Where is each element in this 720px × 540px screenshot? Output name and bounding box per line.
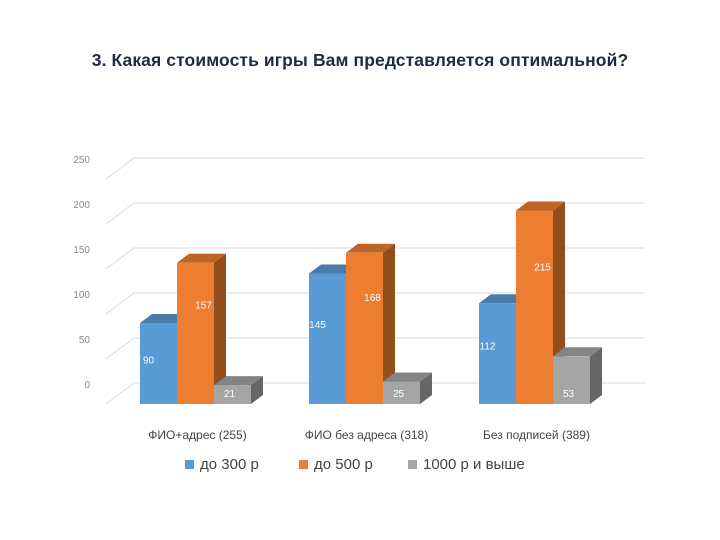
- bar-side: [420, 372, 432, 404]
- bar-front: [140, 323, 177, 404]
- bar-front: [516, 210, 553, 404]
- bar: [346, 243, 395, 404]
- gridline-diagonal: [105, 337, 135, 360]
- data-label: 215: [534, 263, 551, 274]
- bar-side: [214, 253, 226, 404]
- gridline-diagonal: [105, 157, 135, 180]
- bar-front: [383, 381, 420, 404]
- bar-top: [346, 243, 395, 253]
- legend-label: 1000 р и выше: [423, 456, 525, 473]
- gridline-diagonal: [105, 202, 135, 225]
- legend: до 300 р до 500 р 1000 р и выше: [185, 456, 525, 473]
- legend-swatch: [408, 460, 417, 469]
- gridline-diagonal: [105, 292, 135, 315]
- data-label: 90: [143, 356, 155, 367]
- bar-side: [383, 243, 395, 404]
- gridline-diagonal: [105, 247, 135, 270]
- bar: [383, 372, 432, 404]
- bar-top: [140, 314, 189, 323]
- legend-label: до 500 р: [314, 456, 373, 473]
- x-category-label: ФИО+адрес (255): [148, 428, 246, 442]
- data-label: 145: [309, 320, 326, 331]
- data-label: 112: [480, 341, 496, 352]
- data-label: 168: [364, 293, 381, 304]
- bar-front: [214, 385, 251, 404]
- bars-layer: 90 157 21 145 168 25 112 215 53: [140, 201, 602, 404]
- bar-front: [553, 356, 590, 404]
- x-category-label: ФИО без адреса (318): [305, 428, 428, 442]
- bar-side: [590, 347, 602, 404]
- bar: [177, 253, 226, 404]
- legend-item: 1000 р и выше: [408, 456, 525, 473]
- bar-top: [553, 347, 602, 357]
- bar-top: [383, 372, 432, 382]
- bar-top: [177, 253, 226, 263]
- legend-item: до 500 р: [299, 456, 373, 473]
- bar-side: [251, 376, 263, 404]
- gridline-diagonal: [105, 382, 135, 405]
- y-axis-ticks: 0 50 100 150 200 250: [73, 155, 90, 391]
- y-tick-label: 50: [79, 335, 91, 346]
- data-label: 25: [393, 389, 405, 400]
- page-title: 3. Какая стоимость игры Вам представляет…: [91, 50, 629, 70]
- bar-front: [346, 252, 383, 404]
- y-tick-label: 100: [73, 290, 90, 301]
- y-tick-label: 150: [73, 245, 90, 256]
- bar: [214, 376, 263, 404]
- x-category-label: Без подписей (389): [483, 428, 590, 442]
- bar-top: [309, 264, 358, 274]
- x-axis-categories: ФИО+адрес (255) ФИО без адреса (318) Без п…: [148, 428, 590, 442]
- y-tick-label: 250: [73, 155, 90, 166]
- bar-top: [479, 294, 528, 304]
- bar-top: [214, 376, 263, 386]
- bar-top: [516, 201, 565, 211]
- y-tick-label: 0: [84, 380, 90, 391]
- data-label: 53: [563, 389, 575, 400]
- bar-front: [479, 303, 516, 404]
- legend-item: до 300 р: [185, 456, 259, 473]
- data-label: 157: [195, 300, 212, 311]
- bar-front: [177, 262, 214, 404]
- legend-label: до 300 р: [200, 456, 259, 473]
- legend-swatch: [299, 460, 308, 469]
- data-label: 21: [224, 389, 236, 400]
- legend-swatch: [185, 460, 194, 469]
- bar-front: [309, 273, 346, 404]
- y-tick-label: 200: [73, 200, 90, 211]
- bar: [553, 347, 602, 404]
